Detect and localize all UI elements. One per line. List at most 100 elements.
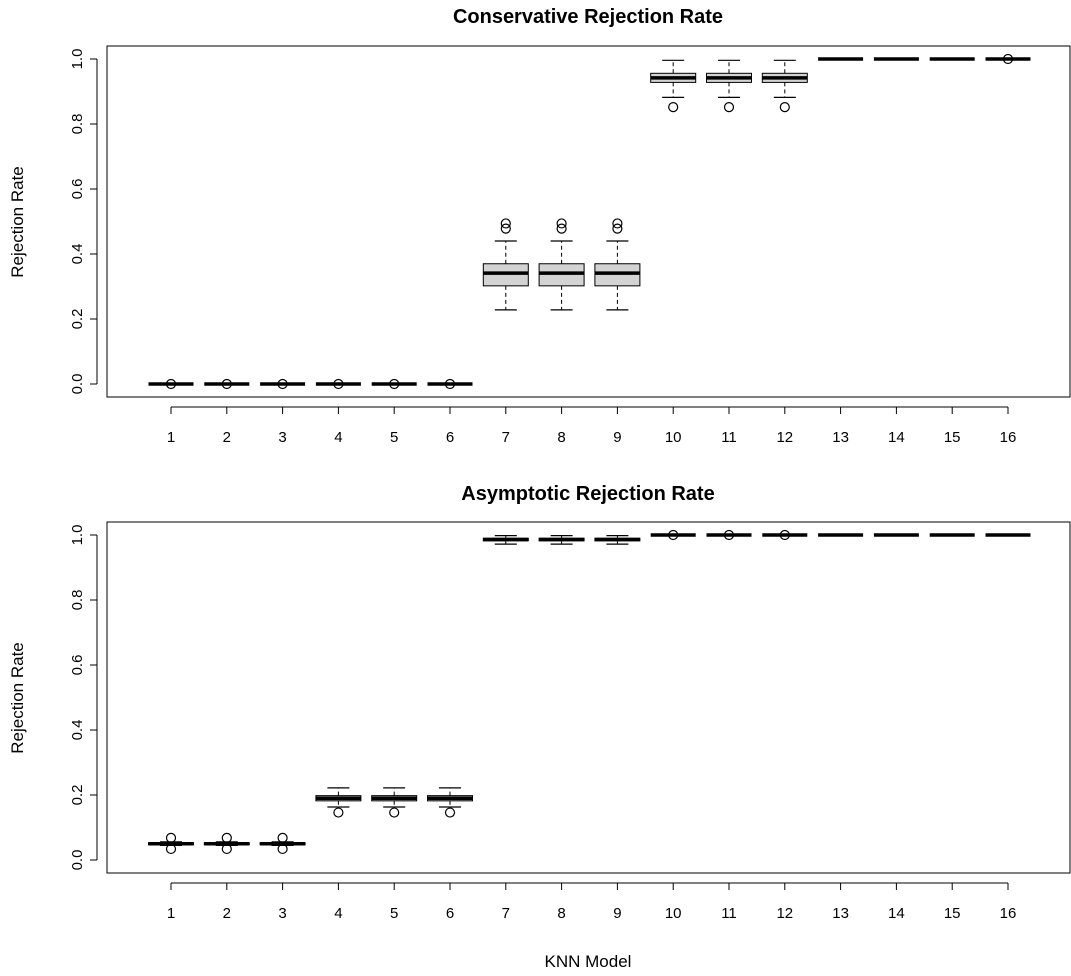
x-tick-label: 15 xyxy=(944,905,961,922)
box-1 xyxy=(148,378,194,390)
y-axis-label: Rejection Rate xyxy=(8,166,27,278)
x-tick-label: 11 xyxy=(721,905,737,922)
x-tick-label: 2 xyxy=(223,429,231,446)
outlier-point xyxy=(612,218,623,229)
x-tick-label: 12 xyxy=(776,429,793,446)
x-tick-label: 8 xyxy=(557,905,565,922)
x-tick-label: 11 xyxy=(721,429,737,446)
y-tick-label: 0.0 xyxy=(69,850,86,871)
x-tick-label: 14 xyxy=(888,905,905,922)
outlier-point xyxy=(723,529,735,541)
y-tick-label: 1.0 xyxy=(69,49,86,70)
x-tick-label: 16 xyxy=(1000,905,1017,922)
x-tick-label: 14 xyxy=(888,429,905,446)
box-1 xyxy=(148,832,194,855)
y-tick-label: 1.0 xyxy=(69,525,86,546)
x-tick-label: 13 xyxy=(832,429,849,446)
outlier-point xyxy=(277,378,288,390)
box-11 xyxy=(706,529,752,541)
outlier-point xyxy=(556,223,567,234)
x-tick-label: 1 xyxy=(167,429,175,446)
outlier-point xyxy=(612,223,623,234)
x-tick-label: 15 xyxy=(944,429,961,446)
x-tick-label: 12 xyxy=(776,905,793,922)
y-tick-label: 0.4 xyxy=(69,720,86,741)
box-11 xyxy=(706,59,752,113)
outlier-point xyxy=(277,843,288,855)
x-tick-label: 5 xyxy=(390,429,398,446)
x-tick-label: 5 xyxy=(390,905,398,922)
x-tick-label: 4 xyxy=(334,905,342,922)
x-tick-label: 8 xyxy=(557,429,565,446)
outlier-point xyxy=(277,832,288,844)
y-tick-label: 0.4 xyxy=(69,244,86,265)
outlier-point xyxy=(221,843,232,855)
x-tick-label: 3 xyxy=(278,429,286,446)
y-axis: 0.0 0.2 0.4 0.6 0.8 1.0 xyxy=(69,525,98,871)
box-3 xyxy=(260,378,306,390)
plot-frame xyxy=(106,521,1071,874)
x-tick-label: 4 xyxy=(334,429,342,446)
box-series xyxy=(148,53,1031,390)
box-7 xyxy=(482,535,529,545)
x-tick-label: 9 xyxy=(613,429,621,446)
outlier-point xyxy=(444,378,456,390)
outlier-point xyxy=(668,529,679,541)
box-7 xyxy=(482,218,529,311)
y-tick-label: 0.6 xyxy=(69,179,86,200)
x-tick-label: 9 xyxy=(613,905,621,922)
box-4 xyxy=(315,787,362,818)
x-tick-label: 16 xyxy=(1000,429,1017,446)
box-5 xyxy=(371,378,417,390)
box-series xyxy=(148,529,1031,855)
outlier-point xyxy=(165,843,177,855)
outlier-point xyxy=(500,218,511,229)
outlier-point xyxy=(333,378,344,390)
y-tick-label: 0.2 xyxy=(69,309,86,330)
outlier-point xyxy=(165,832,177,844)
box-6 xyxy=(427,787,473,818)
outlier-point xyxy=(333,807,344,818)
x-tick-label: 10 xyxy=(665,905,682,922)
outlier-point xyxy=(221,378,232,390)
box-9 xyxy=(594,535,641,545)
outlier-point xyxy=(389,807,400,818)
outlier-point xyxy=(556,218,567,229)
x-tick-label: 10 xyxy=(665,429,682,446)
box-9 xyxy=(594,218,641,311)
box-3 xyxy=(259,832,306,855)
outlier-point xyxy=(500,223,511,234)
plot-frame xyxy=(106,45,1071,398)
outlier-point xyxy=(221,832,232,844)
y-tick-label: 0.2 xyxy=(69,785,86,806)
outlier-point xyxy=(723,101,735,113)
x-axis: 1 2 3 4 5 6 7 8 9 10 11 12 13 14 15 16 xyxy=(167,882,1017,922)
chart-title: Asymptotic Rejection Rate xyxy=(461,483,714,505)
x-tick-label: 6 xyxy=(446,429,454,446)
y-axis: 0.0 0.2 0.4 0.6 0.8 1.0 xyxy=(69,49,98,395)
box-8 xyxy=(538,535,585,545)
x-axis-label: KNN Model xyxy=(545,952,632,971)
y-tick-label: 0.0 xyxy=(69,374,86,395)
y-tick-label: 0.8 xyxy=(69,114,86,135)
box-8 xyxy=(538,218,585,311)
box-12 xyxy=(761,59,808,113)
x-tick-label: 1 xyxy=(167,905,175,922)
outlier-point xyxy=(668,101,679,113)
outlier-point xyxy=(779,529,790,541)
outlier-point xyxy=(389,378,400,390)
panel-asymptotic: Asymptotic Rejection Rate Rejection Rate… xyxy=(8,483,1071,922)
x-tick-label: 3 xyxy=(278,905,286,922)
box-5 xyxy=(371,787,418,818)
y-tick-label: 0.6 xyxy=(69,655,86,676)
x-tick-label: 6 xyxy=(446,905,454,922)
x-axis: 1 2 3 4 5 6 7 8 9 10 11 12 13 14 15 16 xyxy=(167,406,1017,446)
box-6 xyxy=(427,378,473,390)
chart-title: Conservative Rejection Rate xyxy=(453,6,723,28)
outlier-point xyxy=(165,378,177,390)
outlier-point xyxy=(779,101,790,113)
box-4 xyxy=(315,378,361,390)
panel-conservative: Conservative Rejection Rate Rejection Ra… xyxy=(8,6,1071,446)
